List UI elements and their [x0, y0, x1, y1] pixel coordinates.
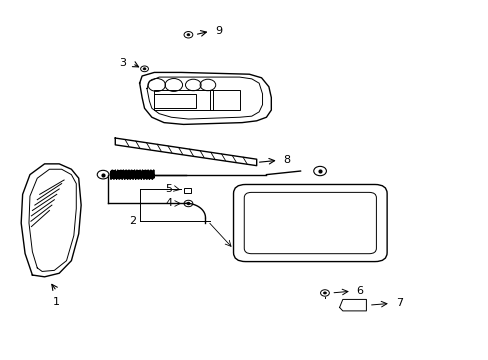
- Polygon shape: [115, 138, 256, 166]
- Text: 9: 9: [215, 26, 222, 36]
- Circle shape: [143, 68, 146, 70]
- Bar: [210, 90, 239, 110]
- Polygon shape: [21, 164, 81, 277]
- Polygon shape: [339, 300, 366, 311]
- Circle shape: [323, 292, 326, 294]
- Text: 6: 6: [356, 286, 363, 296]
- Text: 5: 5: [165, 184, 172, 194]
- Text: 3: 3: [119, 58, 126, 68]
- Text: 8: 8: [283, 155, 290, 165]
- Circle shape: [186, 34, 189, 36]
- Text: 2: 2: [128, 216, 136, 226]
- Bar: [154, 90, 212, 110]
- Polygon shape: [140, 72, 271, 125]
- Bar: [183, 188, 191, 193]
- Bar: [154, 94, 195, 108]
- Text: 1: 1: [53, 297, 60, 307]
- FancyBboxPatch shape: [233, 184, 386, 262]
- Text: 4: 4: [165, 198, 172, 208]
- Text: 7: 7: [395, 298, 402, 309]
